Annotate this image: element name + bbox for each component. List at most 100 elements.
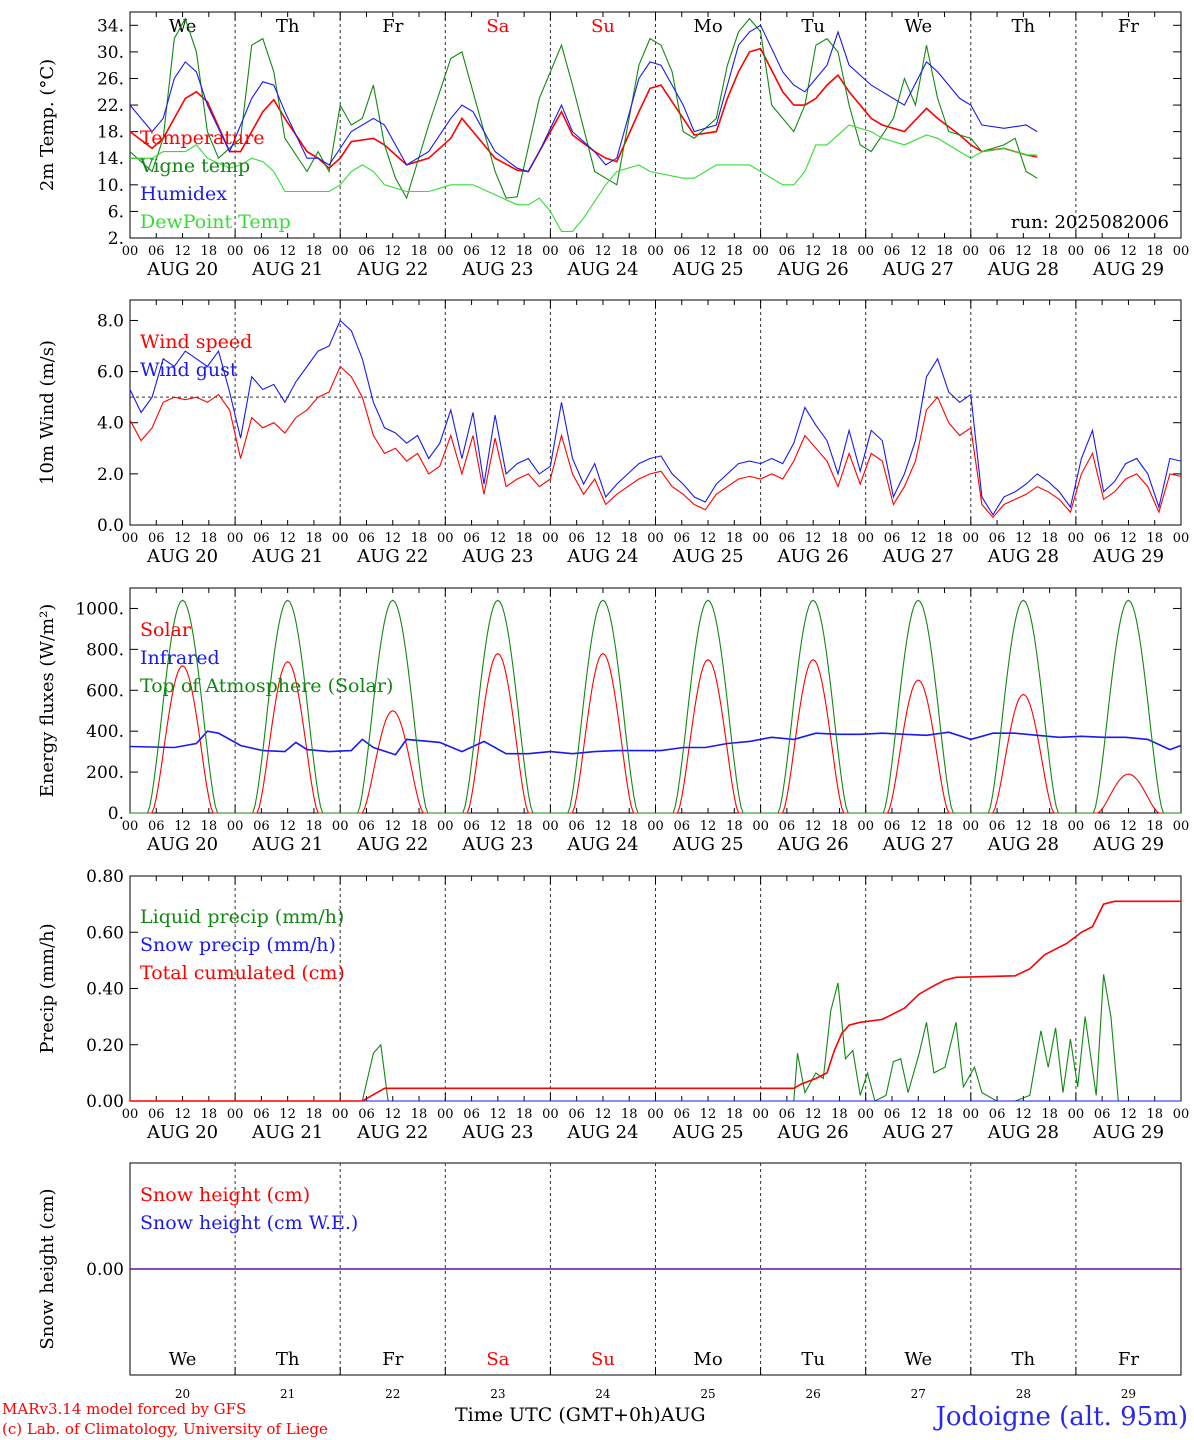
hour-tick-label: 18 [1041, 531, 1058, 546]
hour-tick-label: 12 [1120, 531, 1137, 546]
hour-tick-label: 06 [884, 819, 901, 834]
hour-tick-label: 00 [752, 244, 769, 259]
hour-tick-label: 18 [936, 819, 953, 834]
hour-tick-label: 18 [516, 819, 533, 834]
hour-tick-label: 12 [174, 531, 191, 546]
date-label: AUG 24 [566, 1122, 638, 1143]
hour-tick-label: 12 [805, 1107, 822, 1122]
day-number: 20 [175, 1387, 190, 1401]
hour-tick-label: 06 [253, 1107, 270, 1122]
series-line [130, 599, 1181, 814]
hour-tick-label: 06 [1094, 244, 1111, 259]
hour-tick-label: 06 [989, 244, 1006, 259]
legend-entry: Humidex [140, 183, 227, 205]
weekday-label: Tu [801, 1349, 825, 1370]
date-label: AUG 21 [251, 834, 323, 855]
legend-entry: Top of Atmosphere (Solar) [140, 675, 393, 697]
run-label: run: 2025082006 [1011, 212, 1169, 233]
hour-tick-label: 18 [936, 1107, 953, 1122]
credit-line-2: (c) Lab. of Climatology, University of L… [2, 1420, 328, 1438]
hour-tick-label: 06 [989, 819, 1006, 834]
hour-tick-label: 00 [752, 1107, 769, 1122]
date-label: AUG 24 [566, 259, 638, 280]
y-tick-label: 22. [97, 96, 124, 116]
hour-tick-label: 18 [411, 1107, 428, 1122]
weekday-label: Su [591, 1349, 615, 1370]
legend-entry: DewPoint Temp [140, 211, 291, 233]
date-label: AUG 20 [146, 259, 218, 280]
date-label: AUG 27 [882, 259, 954, 280]
weekday-label: Fr [1118, 16, 1139, 37]
x-axis-title: Time UTC (GMT+0h)AUG [455, 1404, 706, 1426]
weekday-label: We [169, 16, 197, 37]
hour-tick-label: 00 [647, 819, 664, 834]
hour-tick-label: 06 [253, 244, 270, 259]
y-tick-label: 1000. [75, 599, 124, 619]
credit-line-1: MARv3.14 model forced by GFS [2, 1400, 247, 1418]
hour-tick-label: 18 [201, 1107, 218, 1122]
hour-tick-label: 06 [989, 1107, 1006, 1122]
hour-tick-label: 12 [174, 819, 191, 834]
date-label: AUG 24 [566, 834, 638, 855]
day-number: 24 [595, 1387, 611, 1401]
date-label: AUG 27 [882, 1122, 954, 1143]
y-axis-label: 10m Wind (m/s) [37, 340, 58, 485]
y-tick-label: 200. [86, 763, 124, 783]
date-label: AUG 29 [1092, 834, 1164, 855]
hour-tick-label: 00 [332, 531, 349, 546]
hour-tick-label: 18 [1146, 244, 1163, 259]
hour-tick-label: 06 [148, 531, 165, 546]
date-label: AUG 22 [356, 259, 428, 280]
hour-tick-label: 06 [674, 244, 691, 259]
weekday-label: Fr [1118, 1349, 1139, 1370]
hour-tick-label: 00 [647, 1107, 664, 1122]
date-label: AUG 29 [1092, 546, 1164, 567]
y-tick-label: 6. [108, 202, 124, 222]
hour-tick-label: 18 [1146, 819, 1163, 834]
hour-tick-label: 12 [384, 1107, 401, 1122]
hour-tick-label: 06 [884, 1107, 901, 1122]
hour-tick-label: 12 [1120, 244, 1137, 259]
hour-tick-label: 18 [831, 1107, 848, 1122]
legend-entry: Liquid precip (mm/h) [140, 906, 344, 928]
hour-tick-label: 06 [779, 531, 796, 546]
hour-tick-label: 18 [621, 531, 638, 546]
hour-tick-label: 06 [884, 244, 901, 259]
hour-tick-label: 18 [201, 819, 218, 834]
hour-tick-label: 00 [1173, 1107, 1190, 1122]
date-label: AUG 29 [1092, 259, 1164, 280]
day-number: 25 [700, 1387, 715, 1401]
legend-entry: Snow precip (mm/h) [140, 934, 336, 956]
hour-tick-label: 00 [227, 1107, 244, 1122]
hour-tick-label: 06 [358, 1107, 375, 1122]
day-number: 28 [1016, 1387, 1031, 1401]
y-tick-label: 600. [86, 681, 124, 701]
series-line [129, 730, 1182, 756]
day-number: 23 [490, 1387, 505, 1401]
hour-tick-label: 18 [516, 244, 533, 259]
hour-tick-label: 00 [1173, 819, 1190, 834]
hour-tick-label: 12 [174, 1107, 191, 1122]
hour-tick-label: 00 [437, 244, 454, 259]
hour-tick-label: 00 [857, 1107, 874, 1122]
hour-tick-label: 12 [910, 819, 927, 834]
date-label: AUG 28 [987, 259, 1059, 280]
hour-tick-label: 12 [910, 244, 927, 259]
y-tick-label: 18. [97, 123, 124, 143]
hour-tick-label: 00 [1068, 531, 1085, 546]
y-tick-label: 0.40 [86, 980, 124, 1000]
hour-tick-label: 12 [700, 244, 717, 259]
date-label: AUG 25 [671, 259, 743, 280]
hour-tick-label: 06 [779, 1107, 796, 1122]
hour-tick-label: 00 [963, 531, 980, 546]
y-tick-label: 0.00 [86, 1092, 124, 1112]
hour-tick-label: 12 [1015, 819, 1032, 834]
hour-tick-label: 06 [1094, 819, 1111, 834]
y-tick-label: 2. [108, 229, 124, 249]
date-label: AUG 28 [987, 834, 1059, 855]
hour-tick-label: 06 [568, 531, 585, 546]
legend-entry: Wind speed [140, 331, 252, 353]
hour-tick-label: 00 [1068, 244, 1085, 259]
date-label: AUG 23 [461, 546, 533, 567]
hour-tick-label: 12 [910, 1107, 927, 1122]
